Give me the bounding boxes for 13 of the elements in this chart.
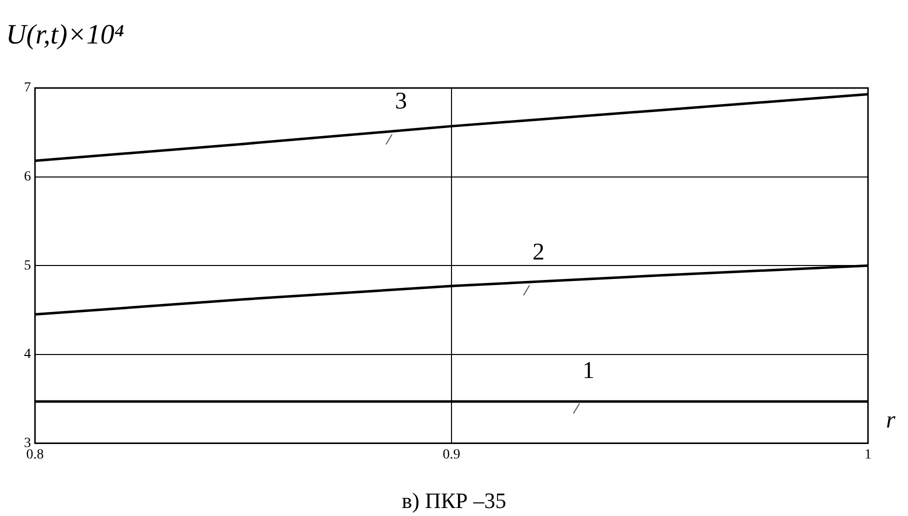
x-axis-title: r: [886, 408, 896, 434]
y-tick-label: 5: [24, 258, 31, 274]
annotation: 2: [532, 240, 544, 266]
text: в) ПКР –35: [402, 488, 506, 513]
annotation: 3: [395, 88, 408, 115]
y-tick-label: 6: [24, 169, 31, 184]
x-tick-label: 0.9: [442, 447, 460, 462]
y-tick-label: 7: [24, 80, 31, 96]
y-axis-title: U(r,t)×10⁴: [6, 19, 124, 50]
y-tick-label: 4: [24, 347, 31, 362]
x-tick-label: 1: [864, 447, 872, 462]
annotation: 1: [582, 358, 594, 384]
x-tick-label: 0.8: [26, 447, 44, 462]
